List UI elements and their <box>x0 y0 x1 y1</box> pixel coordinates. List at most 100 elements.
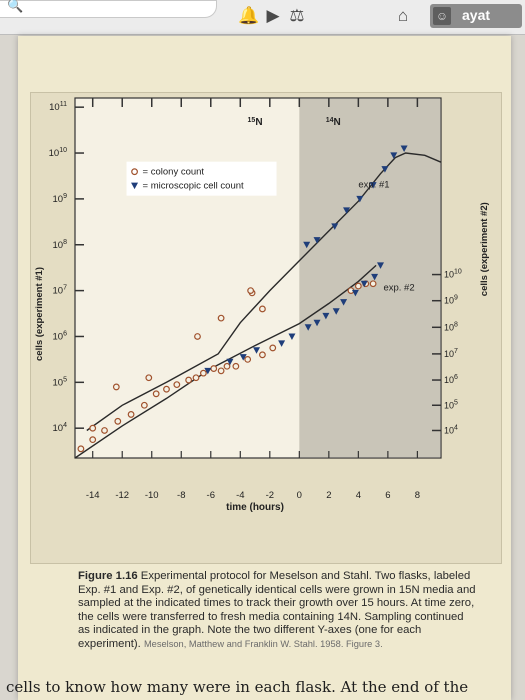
left-y-tick-label: 1010 <box>49 147 67 159</box>
microscopic-count-point <box>400 145 408 152</box>
microscopic-count-point <box>253 347 261 354</box>
legend-label-colony: = colony count <box>143 167 205 178</box>
colony-count-point <box>101 427 108 434</box>
colony-count-point <box>259 305 266 313</box>
person-icon: ☺ <box>433 7 451 25</box>
right-y-tick-label: 106 <box>444 374 458 385</box>
username: ayat <box>462 7 491 23</box>
x-tick-label: -14 <box>86 490 100 501</box>
x-tick-label: 8 <box>415 490 420 501</box>
colony-count-point <box>112 383 120 391</box>
toolbar: 🔍 🔔 ▶ ⚖ ⌂ ☺ ayat <box>0 0 525 35</box>
colony-count-point <box>244 356 252 363</box>
colony-count-point <box>89 424 97 432</box>
colony-count-point <box>194 333 201 340</box>
left-y-tick-label: 107 <box>53 285 68 297</box>
series-curve-exp-1 <box>86 152 442 432</box>
microscopic-count-point <box>356 195 364 203</box>
microscopic-count-point <box>371 273 379 281</box>
x-axis-label: time (hours) <box>226 502 284 513</box>
home-icon[interactable]: ⌂ <box>397 6 409 25</box>
colony-count-point <box>369 280 377 288</box>
colony-count-point <box>223 362 231 370</box>
left-y-tick-label: 104 <box>53 422 68 434</box>
x-tick-label: -6 <box>207 490 215 501</box>
bottom-body-text: cells to know how many were in each flas… <box>6 678 469 696</box>
left-y-axis-label: cells (experiment #1) <box>34 267 45 361</box>
label-15n: 15N <box>248 117 263 128</box>
colony-count-point <box>152 390 160 398</box>
microscopic-count-point <box>381 166 389 173</box>
colony-count-point <box>269 344 277 352</box>
microscopic-count-point <box>239 354 247 361</box>
microscopic-count-point <box>340 299 348 306</box>
colony-count-point <box>114 417 122 425</box>
microscopic-count-point <box>313 319 321 327</box>
user-account-button[interactable]: ☺ ayat <box>430 4 522 28</box>
colony-count-point <box>259 351 266 359</box>
x-tick-label: -12 <box>115 490 129 501</box>
legend-box <box>126 161 277 196</box>
legend-label-microscopic: = microscopic cell count <box>143 181 244 192</box>
colony-count-point <box>192 374 200 382</box>
legend-triangle-marker <box>131 182 139 190</box>
microscopic-count-point <box>376 262 384 269</box>
video-icon[interactable]: ▶ <box>266 6 280 25</box>
figure-credit: Meselson, Matthew and Franklin W. Stahl.… <box>143 638 383 649</box>
microscopic-count-point <box>331 223 339 230</box>
colony-count-point <box>354 282 362 290</box>
left-y-tick-label: 1011 <box>49 101 67 113</box>
colony-count-point <box>232 362 240 370</box>
right-y-tick-label: 109 <box>444 295 458 306</box>
left-y-tick-label: 106 <box>53 330 68 342</box>
14n-shaded-region <box>299 99 440 457</box>
microscopic-count-point <box>351 289 359 297</box>
colony-count-point <box>140 401 148 409</box>
right-y-tick-label: 1010 <box>444 269 462 280</box>
colony-count-point <box>77 445 85 453</box>
figure-caption-text: Experimental protocol for Meselson and S… <box>78 570 476 650</box>
search-icon[interactable]: 🔍 <box>7 0 24 13</box>
microscopic-count-point <box>360 280 368 288</box>
microscopic-count-point <box>278 340 286 347</box>
colony-count-point <box>163 385 170 393</box>
microscopic-count-point <box>204 367 212 375</box>
legend-circle-marker <box>131 168 138 176</box>
figure-label: Figure 1.16 <box>78 570 138 582</box>
right-y-tick-label: 108 <box>444 321 458 332</box>
microscopic-count-point <box>332 308 340 315</box>
book-icon[interactable]: ⚖ <box>289 6 305 25</box>
microscopic-count-point <box>343 207 351 214</box>
x-tick-label: -8 <box>177 490 185 501</box>
left-y-tick-label: 109 <box>53 193 68 205</box>
microscopic-count-point <box>304 324 312 331</box>
left-y-tick-label: 105 <box>53 376 68 388</box>
annotation-exp2: exp. #2 <box>383 283 414 294</box>
x-tick-label: 0 <box>297 490 302 501</box>
microscopic-count-point <box>369 182 377 189</box>
right-y-tick-label: 104 <box>444 424 458 435</box>
annotation-exp1: exp. #1 <box>358 179 389 190</box>
label-14n: 14N <box>326 117 341 128</box>
colony-count-point <box>217 367 225 375</box>
colony-count-point <box>89 436 97 444</box>
microscopic-count-point <box>226 358 234 366</box>
x-tick-label: -4 <box>236 490 244 501</box>
microscopic-count-point <box>390 152 398 159</box>
microscopic-count-point <box>313 237 321 244</box>
figure-caption: Figure 1.16 Experimental protocol for Me… <box>78 570 478 652</box>
colony-count-point <box>145 374 153 382</box>
colony-count-point <box>185 376 193 384</box>
right-y-axis-label: cells (experiment #2) <box>479 202 490 296</box>
bell-icon[interactable]: 🔔 <box>238 6 260 25</box>
microscopic-count-point <box>288 333 296 340</box>
colony-count-point <box>210 365 218 372</box>
x-tick-label: -2 <box>266 490 274 501</box>
colony-count-point <box>127 411 135 418</box>
right-y-tick-label: 105 <box>444 399 458 410</box>
colony-count-point <box>217 314 225 322</box>
search-bar[interactable]: 🔍 <box>0 0 217 18</box>
microscopic-count-point <box>322 312 330 320</box>
x-tick-label: -10 <box>145 490 159 501</box>
